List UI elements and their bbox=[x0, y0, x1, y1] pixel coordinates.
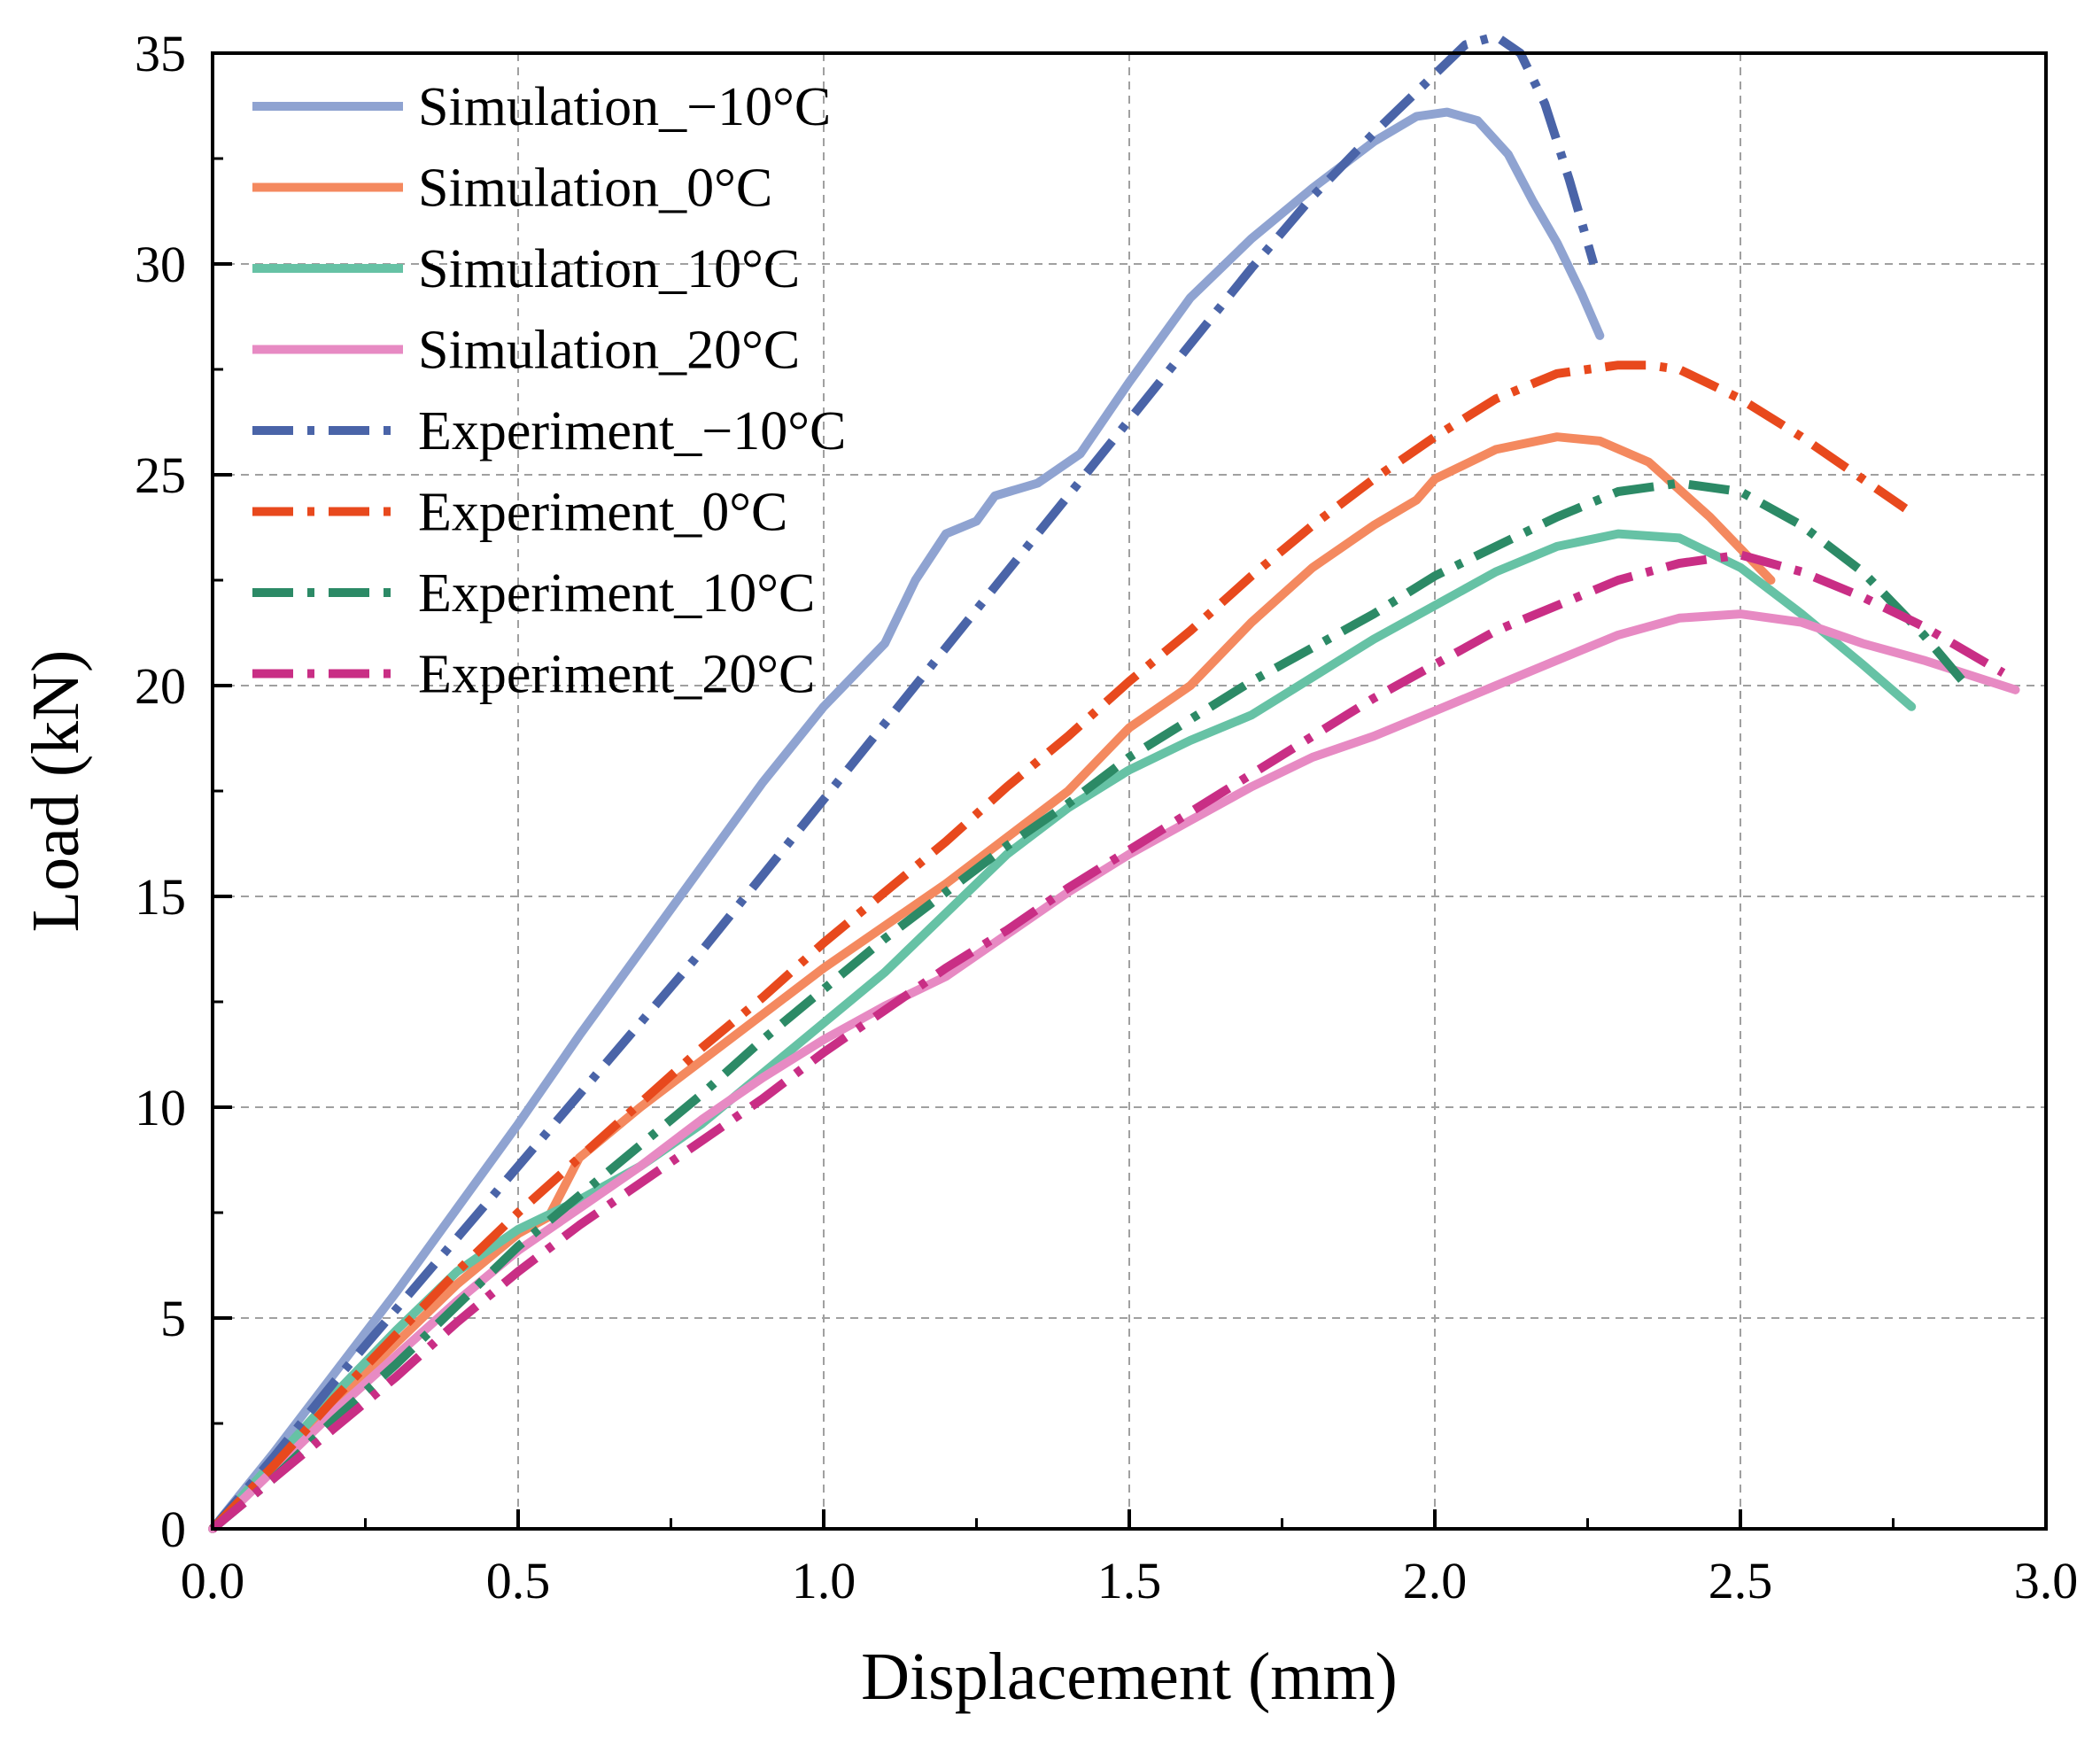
x-tick-label: 2.0 bbox=[1403, 1552, 1468, 1609]
series-line-5 bbox=[209, 32, 1599, 1532]
series-line-1 bbox=[208, 107, 1605, 1533]
y-tick-label: 0 bbox=[160, 1500, 186, 1558]
legend-label-4: Simulation_20°C bbox=[418, 321, 800, 381]
x-tick-label: 1.5 bbox=[1097, 1552, 1162, 1609]
x-tick-label: 3.0 bbox=[2014, 1552, 2079, 1609]
series-line-4 bbox=[208, 609, 2020, 1533]
y-axis-title: Load (kN) bbox=[19, 650, 93, 933]
legend-label-7: Experiment_10°C bbox=[418, 563, 815, 624]
y-tick-label: 15 bbox=[135, 868, 186, 926]
y-tick-label: 10 bbox=[135, 1079, 186, 1136]
legend-label-1: Simulation_−10°C bbox=[418, 77, 831, 137]
series-layer bbox=[208, 32, 2020, 1533]
x-tick-label: 0.5 bbox=[486, 1552, 551, 1609]
y-tick-label: 20 bbox=[135, 657, 186, 715]
y-tick-label: 30 bbox=[135, 236, 186, 293]
grid-lines bbox=[213, 53, 2046, 1529]
axis-ticks: 0.0 0.5 1.0 1.5 2.0 2.5 3.0 0 5 10 15 20 25 30 35 bbox=[135, 25, 2078, 1609]
series-line-2 bbox=[208, 432, 1776, 1533]
legend: Simulation_−10°C Simulation_0°C Simulation… bbox=[252, 77, 846, 705]
x-tick-label: 2.5 bbox=[1709, 1552, 1773, 1609]
series-line-7 bbox=[209, 478, 1971, 1532]
y-tick-label: 35 bbox=[135, 25, 186, 82]
x-tick-label: 1.0 bbox=[792, 1552, 856, 1609]
legend-label-8: Experiment_20°C bbox=[418, 645, 815, 705]
legend-label-3: Simulation_10°C bbox=[418, 239, 800, 299]
legend-label-6: Experiment_0°C bbox=[418, 483, 787, 543]
y-tick-label: 25 bbox=[135, 446, 186, 504]
y-tick-label: 5 bbox=[160, 1290, 186, 1347]
x-tick-label: 0.0 bbox=[181, 1552, 245, 1609]
series-line-3 bbox=[208, 529, 1917, 1533]
legend-label-5: Experiment_−10°C bbox=[418, 401, 846, 461]
x-axis-title: Displacement (mm) bbox=[861, 1640, 1398, 1714]
legend-label-2: Simulation_0°C bbox=[418, 159, 772, 219]
series-line-8 bbox=[209, 550, 2006, 1532]
